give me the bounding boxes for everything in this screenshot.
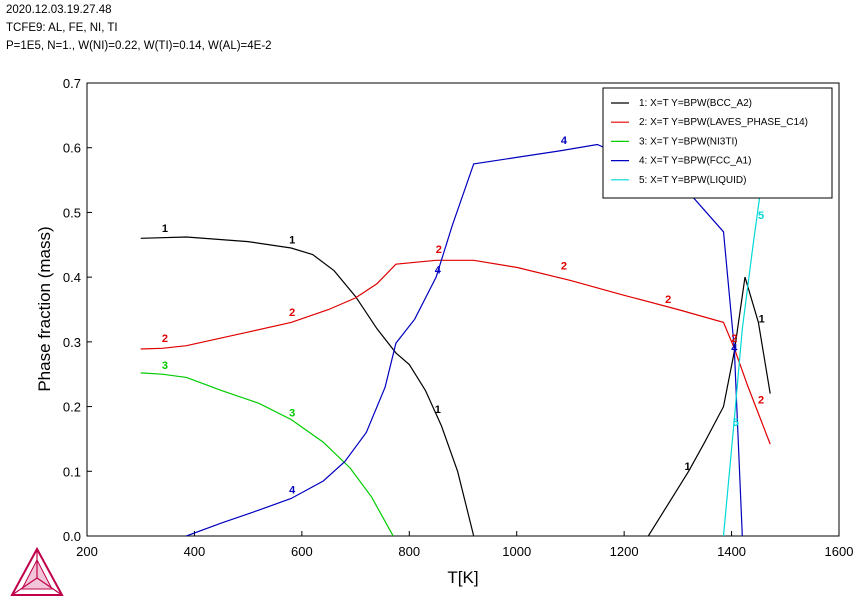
series-3-line bbox=[140, 372, 394, 536]
database-text: TCFE9: AL, FE, NI, TI bbox=[6, 22, 118, 34]
legend-entry-5: 5: X=T Y=BPW(LIQUID) bbox=[639, 175, 746, 186]
series-2-curve-label: 2 bbox=[665, 294, 671, 306]
x-tick-label: 600 bbox=[291, 544, 313, 559]
series-4-curve-label: 4 bbox=[731, 343, 738, 355]
y-tick-label: 0.5 bbox=[63, 205, 81, 220]
series-2-curve-label: 2 bbox=[731, 333, 737, 345]
y-tick-label: 0.2 bbox=[63, 400, 81, 415]
x-tick-label: 1400 bbox=[717, 544, 746, 559]
series-1-curve-label: 1 bbox=[289, 234, 295, 246]
y-axis-label: Phase fraction (mass) bbox=[35, 226, 54, 391]
y-tick-label: 0.7 bbox=[63, 76, 81, 91]
series-2-curve-label: 2 bbox=[289, 307, 295, 319]
series-4-curve-label: 4 bbox=[289, 484, 296, 496]
series-4-curve-label: 4 bbox=[435, 264, 442, 276]
legend-entry-2: 2: X=T Y=BPW(LAVES_PHASE_C14) bbox=[639, 117, 808, 128]
series-2-curve-label: 2 bbox=[758, 394, 764, 406]
series-2-line bbox=[140, 259, 771, 445]
x-axis-label: T[K] bbox=[447, 568, 478, 587]
timestamp-text: 2020.12.03.19.27.48 bbox=[6, 4, 112, 16]
series-1-line bbox=[140, 236, 475, 536]
legend-entry-1: 1: X=T Y=BPW(BCC_A2) bbox=[639, 98, 752, 109]
series-3-curve-label: 3 bbox=[289, 407, 295, 419]
series-1-curve-label: 1 bbox=[162, 223, 168, 235]
series-3-curve-label: 3 bbox=[162, 360, 168, 372]
y-tick-label: 0.3 bbox=[63, 335, 81, 350]
legend-entry-3: 3: X=T Y=BPW(NI3TI) bbox=[639, 136, 738, 147]
x-tick-label: 200 bbox=[76, 544, 98, 559]
series-2-curve-label: 2 bbox=[561, 260, 567, 272]
series-4-curve-label: 4 bbox=[561, 135, 568, 147]
series-1-curve-label: 1 bbox=[759, 313, 765, 325]
series-5-curve-label: 5 bbox=[758, 210, 764, 222]
x-tick-label: 400 bbox=[184, 544, 206, 559]
x-tick-label: 1200 bbox=[610, 544, 639, 559]
series-2-curve-label: 2 bbox=[436, 244, 442, 256]
series-1-curve-label: 1 bbox=[435, 404, 441, 416]
series-5-curve-label: 5 bbox=[733, 417, 739, 429]
series-1-curve-label: 1 bbox=[684, 461, 690, 473]
legend-box bbox=[602, 87, 833, 199]
series-2-curve-label: 2 bbox=[162, 333, 168, 345]
y-tick-label: 0.1 bbox=[63, 464, 81, 479]
conditions-text: P=1E5, N=1., W(NI)=0.22, W(TI)=0.14, W(A… bbox=[6, 40, 272, 52]
x-tick-label: 1000 bbox=[502, 544, 531, 559]
legend-entry-4: 4: X=T Y=BPW(FCC_A1) bbox=[639, 156, 751, 167]
x-tick-label: 800 bbox=[398, 544, 420, 559]
series-1-line bbox=[647, 276, 771, 536]
x-tick-label: 1600 bbox=[825, 544, 854, 559]
y-tick-label: 0.0 bbox=[63, 529, 81, 544]
thermo-calc-logo-icon bbox=[10, 546, 64, 596]
y-tick-label: 0.6 bbox=[63, 141, 81, 156]
y-tick-label: 0.4 bbox=[63, 270, 81, 285]
